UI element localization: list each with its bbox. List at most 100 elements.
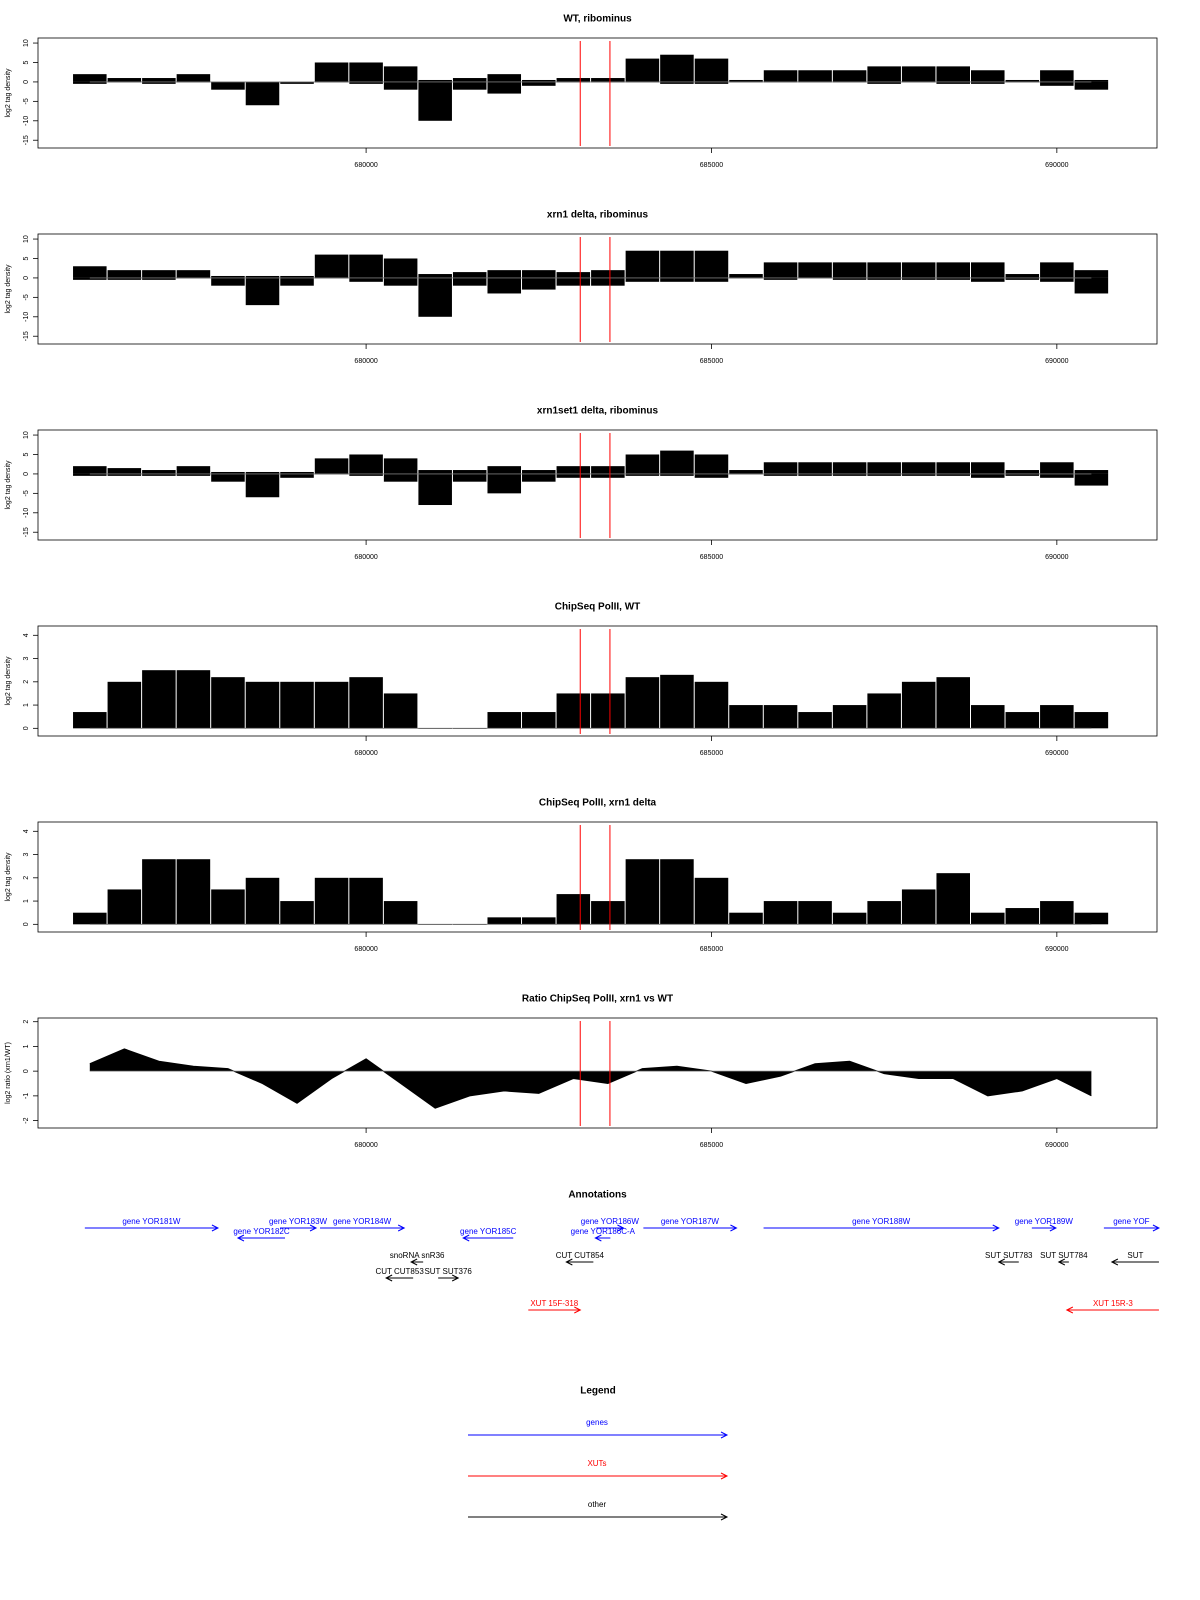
bar: [1040, 705, 1074, 729]
plot-frame: [37, 821, 1158, 933]
line: [89, 1048, 1092, 1109]
bar: [694, 681, 729, 729]
bar: [971, 81, 1005, 84]
bar: [901, 462, 936, 474]
bar: [418, 274, 452, 278]
arrow-head: [462, 1234, 470, 1242]
legend-label: genes: [586, 1418, 608, 1427]
bar: [245, 473, 280, 498]
bar: [660, 674, 694, 729]
bar: [452, 272, 487, 278]
y-tick-label: 2: [23, 876, 30, 880]
x-tick-label: 680000: [354, 946, 377, 953]
bar: [694, 473, 729, 478]
bar: [660, 277, 694, 282]
bar: [280, 681, 314, 729]
bar: [418, 470, 452, 474]
bar: [176, 74, 211, 82]
bar: [349, 277, 383, 282]
bar: [349, 81, 383, 84]
bar: [1040, 462, 1074, 474]
bar: [349, 677, 383, 729]
bar: [763, 705, 798, 729]
y-tick-label: 0: [23, 276, 30, 280]
bar: [556, 473, 591, 478]
arrow-head: [992, 1224, 1000, 1232]
bar: [452, 81, 487, 90]
bar: [487, 74, 522, 82]
bar: [522, 277, 556, 290]
track: WT, ribominus log2 tag density -15 -10 -5 0 5 1…: [5, 14, 1158, 169]
y-tick-label: 4: [23, 829, 30, 833]
bar: [763, 473, 798, 476]
arrow-head: [1065, 1306, 1074, 1314]
arrow-head: [997, 1258, 1005, 1266]
bar: [245, 275, 280, 278]
bar: [522, 270, 556, 278]
arrow-head: [1049, 1224, 1057, 1232]
track: Ratio ChipSeq PolII, xrn1 vs WT log2 rati…: [5, 994, 1158, 1149]
bar: [107, 889, 142, 925]
bar: [452, 470, 487, 474]
bar: [142, 859, 176, 925]
y-tick-label: -2: [23, 1117, 30, 1123]
bar: [280, 275, 314, 278]
bar: [591, 466, 625, 474]
bar: [452, 277, 487, 286]
plot-frame: [37, 233, 1158, 345]
bar: [107, 78, 142, 82]
bar: [280, 81, 314, 84]
bar: [867, 462, 901, 474]
bar: [211, 677, 245, 729]
arrow-head: [451, 1274, 460, 1282]
y-tick-label: 0: [23, 80, 30, 84]
bar: [383, 258, 418, 278]
arrow-head: [720, 1472, 729, 1480]
bar: [1040, 473, 1074, 478]
arrow-head: [730, 1224, 738, 1232]
x-tick-label: 690000: [1045, 358, 1068, 365]
bar: [349, 62, 383, 82]
y-tick-label: -5: [23, 294, 30, 300]
bar: [591, 901, 625, 925]
bar: [1005, 712, 1040, 729]
arrow-head: [1152, 1224, 1160, 1232]
bar: [625, 677, 660, 729]
bar: [1074, 81, 1109, 90]
y-tick-label: 0: [23, 726, 30, 730]
bar: [729, 912, 763, 925]
arrow-head: [236, 1234, 245, 1242]
y-tick-label: -1: [23, 1093, 30, 1099]
arrow-head: [410, 1258, 418, 1266]
bar: [383, 473, 418, 482]
bar: [971, 277, 1005, 282]
bar: [1074, 470, 1109, 474]
bar: [832, 705, 867, 729]
x-tick-label: 685000: [700, 750, 723, 757]
bar: [763, 277, 798, 280]
y-tick-label: 2: [23, 680, 30, 684]
bar: [107, 681, 142, 729]
y-axis-label: log2 tag density: [5, 264, 12, 314]
bar: [522, 79, 556, 82]
bar: [694, 277, 729, 282]
y-axis-label: log2 tag density: [5, 656, 12, 706]
bar: [383, 693, 418, 729]
bar: [971, 473, 1005, 478]
bar: [936, 473, 970, 476]
bar: [418, 277, 452, 317]
feature-label: gene YOR186C-A: [571, 1227, 636, 1236]
bar: [901, 277, 936, 280]
bar: [1074, 712, 1109, 729]
bar: [142, 473, 176, 476]
bar: [591, 277, 625, 286]
bar: [660, 473, 694, 476]
bar: [625, 58, 660, 82]
feature-label: snoRNA snR36: [390, 1251, 445, 1260]
bar: [901, 473, 936, 476]
bar: [1040, 277, 1074, 282]
bar: [901, 66, 936, 82]
bar: [522, 917, 556, 925]
bar: [798, 462, 832, 474]
feature-label: SUT SUT784: [1040, 1251, 1088, 1260]
